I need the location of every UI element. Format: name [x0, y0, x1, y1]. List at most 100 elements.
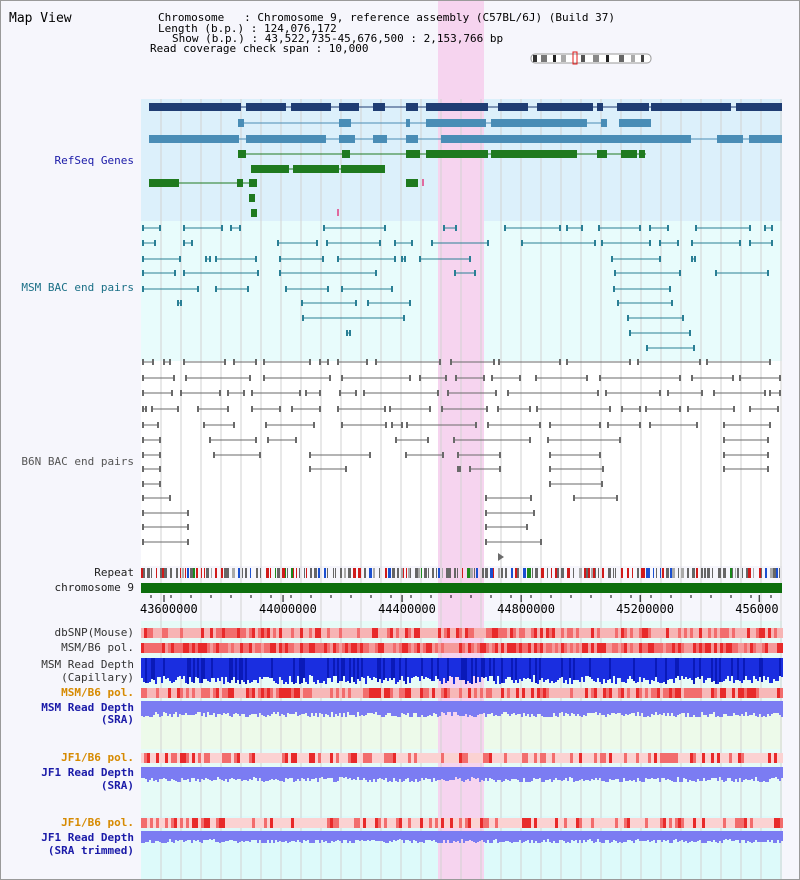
depth-bar — [545, 831, 547, 842]
depth-bar — [491, 701, 493, 713]
depth-bar — [699, 701, 701, 717]
depth-bar — [349, 767, 351, 778]
polymorphism-cell — [693, 688, 696, 698]
polymorphism-cell — [339, 643, 342, 653]
bac-end — [497, 406, 499, 412]
depth-bar — [637, 831, 639, 839]
polymorphism-cell — [735, 688, 738, 698]
repeat-mark — [432, 568, 434, 578]
polymorphism-cell — [675, 688, 678, 698]
msm-depth-sra-sub: (SRA) — [100, 713, 134, 726]
depth-bar — [209, 767, 211, 780]
polymorphism-cell — [501, 628, 504, 638]
depth-bar — [367, 831, 369, 840]
polymorphism-cell — [570, 628, 573, 638]
depth-bar — [679, 831, 681, 841]
depth-bar — [499, 831, 501, 842]
refseq-genes-label[interactable]: RefSeq Genes — [54, 154, 134, 167]
depth-bar — [737, 701, 739, 715]
polymorphism-cell — [594, 818, 597, 828]
polymorphism-cell — [588, 643, 591, 653]
polymorphism-cell — [630, 628, 633, 638]
depth-bar — [747, 767, 749, 780]
polymorphism-cell — [621, 643, 624, 653]
polymorphism-cell — [309, 643, 312, 653]
polymorphism-cell — [678, 688, 681, 698]
depth-bar — [513, 831, 515, 842]
bac-end — [549, 466, 551, 472]
polymorphism-cell — [597, 643, 600, 653]
depth-bar — [683, 658, 685, 679]
polymorphism-cell — [705, 818, 708, 828]
depth-bar — [775, 831, 777, 843]
depth-bar — [391, 701, 393, 716]
polymorphism-cell — [669, 753, 672, 763]
polymorphism-cell — [531, 753, 534, 763]
jf1-depth-trim-sub: (SRA trimmed) — [47, 844, 134, 857]
depth-bar — [517, 658, 519, 683]
bac-end — [767, 466, 769, 472]
depth-bar — [503, 831, 505, 842]
depth-bar — [199, 831, 201, 842]
depth-bar — [645, 831, 647, 841]
polymorphism-cell — [729, 628, 732, 638]
depth-bar — [525, 831, 527, 841]
depth-bar — [387, 831, 389, 843]
depth-bar — [365, 701, 367, 715]
polymorphism-cell — [210, 753, 213, 763]
bac-end — [171, 390, 173, 396]
b6n-bac-label[interactable]: B6N BAC end pairs — [21, 455, 134, 468]
msm-bac-label[interactable]: MSM BAC end pairs — [21, 281, 134, 294]
polymorphism-cell — [531, 688, 534, 698]
depth-bar — [329, 701, 331, 717]
polymorphism-cell — [285, 818, 288, 828]
polymorphism-cell — [240, 818, 243, 828]
depth-bar — [411, 701, 413, 717]
depth-bar — [141, 701, 143, 716]
polymorphism-cell — [252, 688, 255, 698]
bac-end — [605, 390, 607, 396]
depth-bar — [695, 658, 697, 678]
polymorphism-cell — [354, 688, 357, 698]
polymorphism-cell — [612, 643, 615, 653]
polymorphism-cell — [597, 688, 600, 698]
depth-bar — [305, 767, 307, 781]
depth-bar — [315, 767, 317, 778]
bac-end — [151, 406, 153, 412]
polymorphism-cell — [624, 753, 627, 763]
polymorphism-cell — [669, 688, 672, 698]
polymorphism-cell — [738, 753, 741, 763]
depth-bar — [417, 767, 419, 782]
polymorphism-cell — [285, 753, 288, 763]
polymorphism-cell — [276, 753, 279, 763]
depth-bar — [699, 831, 701, 840]
depth-bar — [701, 658, 703, 676]
polymorphism-cell — [585, 688, 588, 698]
depth-bar — [527, 831, 529, 840]
bac-end — [535, 375, 537, 381]
polymorphism-cell — [714, 818, 717, 828]
bac-end — [401, 256, 403, 262]
depth-bar — [141, 767, 143, 778]
polymorphism-cell — [273, 818, 276, 828]
polymorphism-cell — [507, 818, 510, 828]
polymorphism-cell — [591, 643, 594, 653]
depth-bar — [513, 767, 515, 779]
depth-bar — [553, 767, 555, 780]
depth-bar — [231, 701, 233, 717]
polymorphism-cell — [723, 753, 726, 763]
polymorphism-cell — [234, 753, 237, 763]
depth-bar — [689, 701, 691, 717]
depth-bar — [683, 701, 685, 713]
bac-end — [339, 390, 341, 396]
depth-bar — [459, 701, 461, 716]
polymorphism-cell — [411, 643, 414, 653]
depth-bar — [263, 701, 265, 716]
depth-bar — [477, 658, 479, 677]
depth-bar — [467, 658, 469, 681]
polymorphism-cell — [318, 818, 321, 828]
polymorphism-cell — [288, 818, 291, 828]
depth-bar — [753, 767, 755, 781]
polymorphism-cell — [225, 628, 228, 638]
